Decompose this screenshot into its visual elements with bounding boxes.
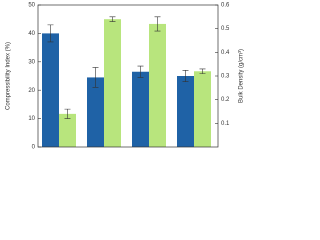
y2-tick-label: 0.3 [221,74,230,80]
y2-tick-label: 0.5 [221,26,230,32]
y-tick-label: 20 [28,88,35,94]
error-bar [182,70,189,82]
y-tick-label: 10 [28,116,35,122]
y-tick-label: 30 [28,59,35,65]
error-bar [47,24,54,43]
bar [132,71,149,147]
error-bar [137,65,144,78]
error-bar [154,16,161,32]
y-axis-label: Compressibility Index (%) [6,42,12,110]
y-tick-label: 0 [32,145,36,150]
chart: Compressibility Index (%) Bulk Density (… [6,3,245,150]
y-tick-label: 40 [28,31,35,37]
y2-tick-label: 0.2 [221,97,230,103]
bar [42,33,59,147]
bar [177,76,194,147]
plot-frame [37,4,219,148]
y2-tick-label: 0.4 [221,50,230,56]
y-tick-label: 50 [28,3,35,9]
error-bar [92,67,99,88]
y2-axis-label: Bulk Density (g/cm³) [239,49,245,103]
error-bar [199,68,206,74]
error-bar [109,16,116,22]
bar [59,113,76,147]
bar [149,23,166,147]
error-bar [64,108,71,119]
bar [87,77,104,147]
bar [194,71,211,147]
y2-tick-label: 0.1 [221,121,230,127]
y2-tick-label: 0.6 [221,3,230,9]
bar [104,19,121,148]
